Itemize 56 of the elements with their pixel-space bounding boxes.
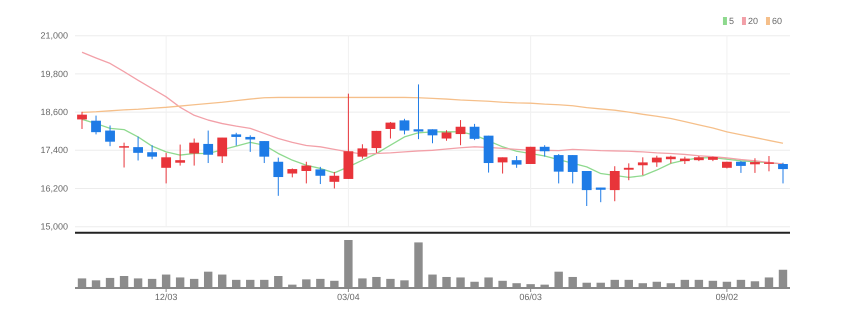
candlestick: [175, 144, 186, 166]
candlestick: [498, 156, 508, 174]
legend-label: 60: [772, 16, 782, 26]
candlestick: [442, 130, 452, 142]
candlestick: [77, 111, 87, 130]
y-tick-label: 17,400: [40, 145, 68, 156]
candlestick: [301, 161, 312, 184]
candlestick: [540, 144, 550, 158]
candlestick: [764, 156, 774, 172]
y-tick-label: 19,800: [40, 68, 68, 79]
candlestick: [400, 118, 410, 135]
candlestick: [372, 130, 382, 154]
candlestick: [273, 157, 284, 196]
candlestick: [414, 84, 424, 140]
candlestick: [147, 144, 158, 160]
candlestick: [245, 134, 256, 152]
candlestick: [582, 170, 592, 207]
candlestick: [357, 144, 368, 160]
candlestick: [203, 130, 214, 164]
candlestick: [105, 124, 115, 147]
candlestick: [119, 142, 129, 168]
candlestick: [778, 162, 788, 184]
candlestick: [652, 155, 662, 168]
candlestick: [610, 166, 620, 202]
y-tick-label: 16,200: [40, 183, 68, 194]
candlestick: [736, 160, 746, 174]
candlestick: [750, 158, 760, 174]
x-tick-label: 06/03: [519, 292, 542, 302]
candlestick: [217, 137, 228, 164]
legend-label: 20: [748, 16, 758, 26]
candlestick: [329, 171, 340, 189]
candlestick: [428, 128, 438, 144]
candlestick: [189, 138, 200, 166]
y-tick-label: 15,000: [40, 222, 68, 232]
candlestick: [161, 152, 172, 184]
candlestick: [386, 121, 396, 140]
x-tick-label: 12/03: [154, 292, 178, 302]
x-tick-label: 03/04: [337, 292, 360, 302]
candlestick: [133, 136, 143, 161]
candlestick: [526, 146, 536, 164]
legend-label: 5: [728, 16, 734, 26]
candlestick: [596, 187, 606, 203]
candlestick: [568, 154, 578, 184]
candlestick: [512, 156, 522, 168]
candlestick: [231, 132, 242, 146]
y-tick-label: 18,600: [40, 106, 68, 117]
candlestick: [259, 140, 270, 164]
candlestick: [91, 115, 101, 135]
candlestick: [315, 166, 326, 185]
y-tick-label: 21,000: [40, 30, 68, 41]
candlestick: [456, 120, 466, 146]
candlestick: [554, 154, 564, 184]
candlestick: [638, 156, 648, 176]
candlestick: [470, 123, 480, 141]
line-series: [81, 96, 784, 144]
x-tick-label: 09/02: [716, 292, 738, 302]
